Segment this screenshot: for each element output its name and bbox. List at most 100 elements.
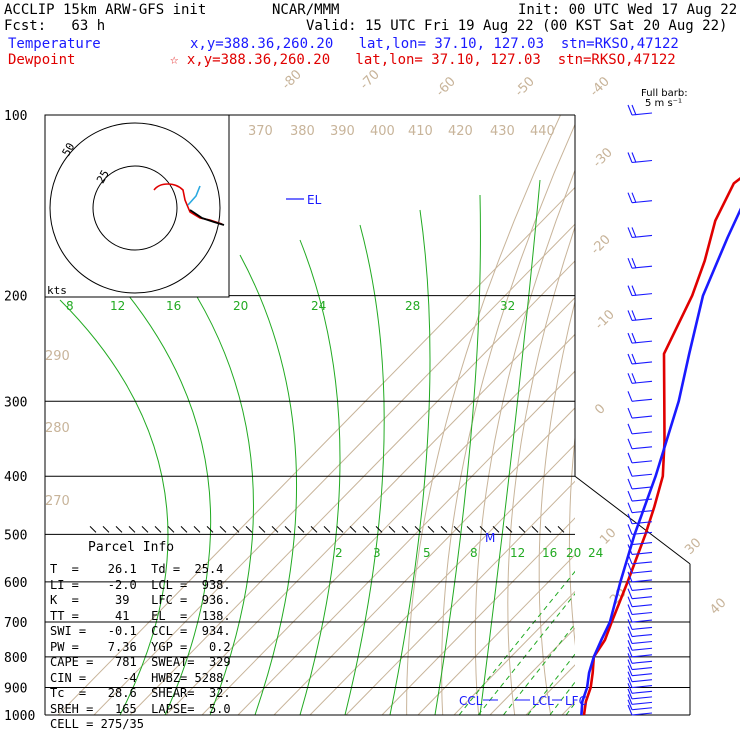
wind-barb <box>627 659 653 671</box>
isotherm-line <box>670 115 740 715</box>
parcel-info-row: CIN = -4 HWBZ= 5288. <box>50 670 231 685</box>
theta-label: 270 <box>45 494 70 509</box>
wind-barb <box>627 373 653 384</box>
mixing-ratio-line <box>579 476 740 715</box>
mixing-ratio-label: 2 <box>335 546 343 560</box>
model-title: ACCLIP 15km ARW-GFS init <box>4 2 207 18</box>
wind-barb <box>627 580 653 591</box>
isotherm-label: -20 <box>588 232 614 258</box>
hatch-mark <box>401 526 409 533</box>
isotherm-label: -60 <box>433 74 459 100</box>
wind-barb <box>627 671 653 683</box>
hatch-mark <box>271 526 279 533</box>
hatch-mark <box>89 526 97 533</box>
parcel-info-row: SWI = -0.1 CCL = 934. <box>50 624 231 638</box>
wind-barb <box>627 104 653 116</box>
mixing-ratio-label: 28 <box>405 299 420 313</box>
isotherm-line <box>345 480 575 715</box>
moist-adiabat-line <box>434 194 481 715</box>
pressure-tick-label: 900 <box>4 682 27 697</box>
mixing-ratio-label: 32 <box>500 299 515 313</box>
wind-barb <box>627 353 653 365</box>
wind-barb <box>627 544 653 555</box>
wind-barb <box>627 646 653 658</box>
hatch-mark <box>310 526 318 533</box>
moist-adiabat-line <box>389 209 431 715</box>
hatch-mark <box>206 526 214 533</box>
hatch-mark <box>349 526 357 533</box>
hodograph-trace-lower <box>189 209 225 226</box>
valid-time: Valid: 15 UTC Fri 19 Aug 22 (00 KST Sat … <box>306 18 728 34</box>
hatch-mark <box>492 526 500 533</box>
isotherm-line <box>489 627 575 715</box>
isotherm-label: 30 <box>682 536 704 558</box>
pressure-tick-labels: 100 200 300 400 500 600 700 800 900 1000 <box>4 109 35 724</box>
hatch-mark <box>297 526 305 533</box>
wind-barb <box>627 478 653 490</box>
barb-legend-line1: Full barb: <box>641 88 688 99</box>
wind-barb <box>627 423 653 435</box>
wind-barb <box>627 332 653 344</box>
dry-adiabat-line <box>507 225 575 715</box>
dry-adiabat-line <box>538 299 575 715</box>
el-marker: EL <box>307 193 322 207</box>
wind-barb <box>627 604 653 616</box>
wind-barb <box>627 310 653 322</box>
isotherm-label: 10 <box>597 526 619 548</box>
theta-label: 430 <box>490 124 515 139</box>
moist-adiabat-line <box>119 284 212 715</box>
wind-barb <box>627 571 653 583</box>
parcel-info-row: K = 39 LFC = 936. <box>50 593 231 607</box>
hatch-mark <box>544 526 552 533</box>
wind-barb <box>627 694 653 705</box>
wind-barb <box>627 285 653 297</box>
mixing-ratio-label: 16 <box>166 299 181 313</box>
hatch-mark <box>180 526 188 533</box>
wind-barb <box>627 688 653 700</box>
isotherm-line <box>453 590 575 715</box>
wind-barb <box>627 391 653 402</box>
hatch-mark <box>336 526 344 533</box>
hatch-mark <box>219 526 227 533</box>
ccl-marker: CCL <box>459 694 483 708</box>
dry-adiabat-line <box>568 433 575 647</box>
hatch-mark <box>323 526 331 533</box>
mixing-ratio-label: 24 <box>311 299 326 313</box>
hodograph-ring-label-25: 25 <box>94 168 112 186</box>
temperature-location-info: x,y=388.36,260.20 lat,lon= 37.10, 127.03… <box>190 36 679 52</box>
wind-barb <box>627 665 653 677</box>
moist-adiabat-line <box>344 224 385 715</box>
isotherm-line <box>598 115 740 715</box>
hatch-mark <box>232 526 240 533</box>
wind-barb <box>627 438 653 450</box>
dry-adiabat-line <box>732 115 740 715</box>
isotherm-line <box>57 186 575 715</box>
isotherm-label: -80 <box>279 67 305 93</box>
dry-adiabat-line <box>655 115 710 715</box>
theta-label: 370 <box>248 124 273 139</box>
wind-barb <box>627 553 653 565</box>
init-time: Init: 00 UTC Wed 17 Aug 22 <box>518 2 738 18</box>
wind-barb <box>627 704 653 716</box>
moist-adiabat-line <box>59 299 169 715</box>
hatch-mark <box>284 526 292 533</box>
mixing-ratio-label: 20 <box>566 546 581 560</box>
wind-barb <box>627 677 653 689</box>
theta-label: 440 <box>530 124 555 139</box>
pressure-tick-label: 400 <box>4 470 27 485</box>
isotherm-label: 40 <box>707 596 729 618</box>
hatch-mark <box>115 526 123 533</box>
isotherm-line <box>417 554 575 715</box>
level-markers: EL M CCL LCL LFC <box>286 193 587 708</box>
moist-adiabat-line <box>299 239 341 715</box>
parcel-info-row: SREH = 165 LAPSE= 5.0 <box>50 701 231 716</box>
mixing-ratio-label: 24 <box>588 546 603 560</box>
hodograph: 50 25 kts <box>44 114 230 298</box>
wind-barb <box>627 227 653 239</box>
isotherm-label: -70 <box>357 67 383 93</box>
isotherm-label: -40 <box>587 74 613 100</box>
isotherm-line <box>561 701 575 715</box>
center-label: NCAR/MMM <box>272 2 340 18</box>
pressure-tick-label: 800 <box>4 651 27 666</box>
temperature-profile-line <box>582 177 740 716</box>
